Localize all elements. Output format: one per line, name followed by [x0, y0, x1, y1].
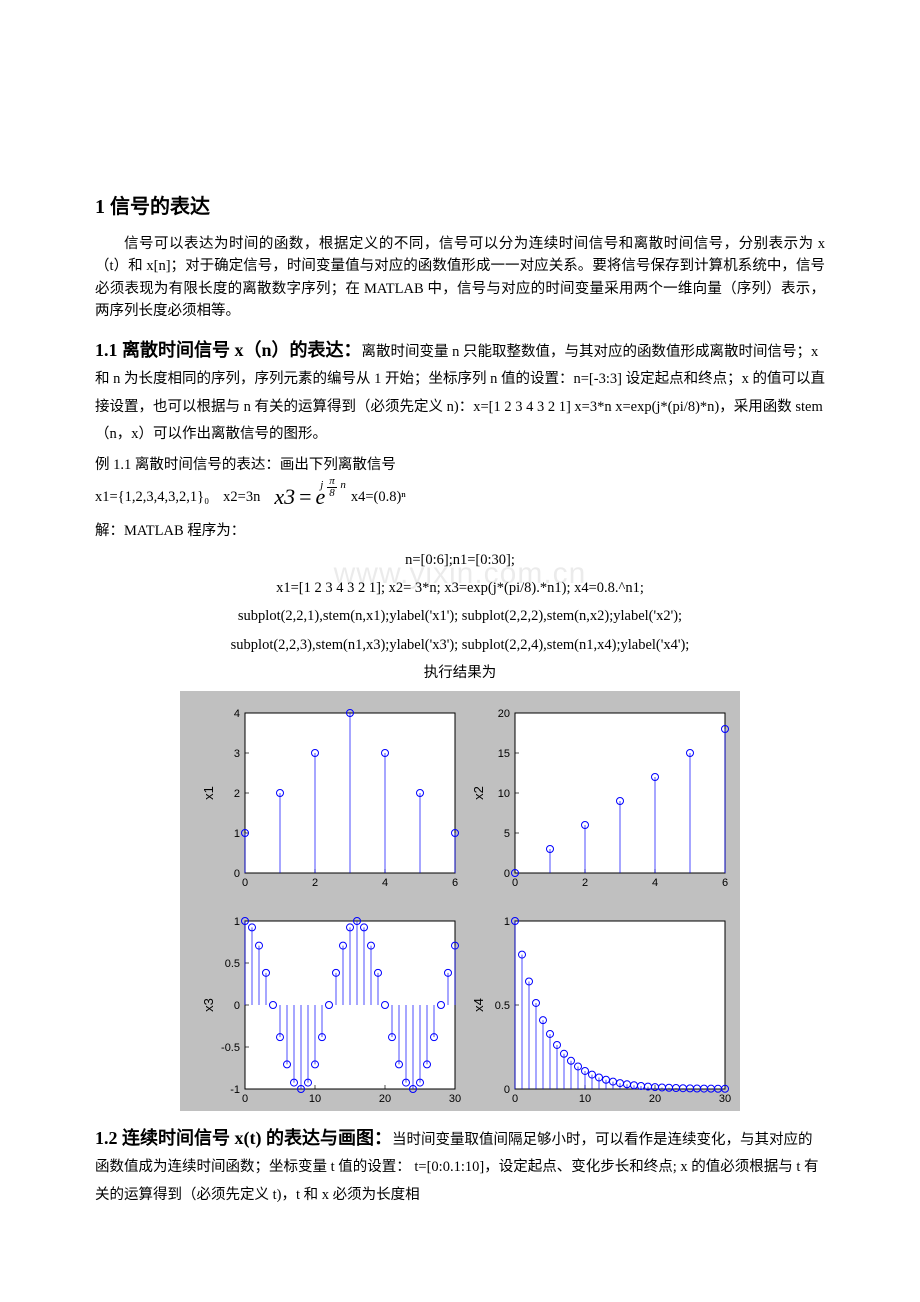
code-line-3: subplot(2,2,1),stem(n,x1);ylabel('x1'); …: [95, 605, 825, 627]
svg-text:20: 20: [498, 708, 510, 720]
paragraph-intro: 信号可以表达为时间的函数，根据定义的不同，信号可以分为连续时间信号和离散时间信号…: [95, 233, 825, 323]
svg-text:2: 2: [582, 877, 588, 889]
svg-text:0.5: 0.5: [225, 958, 240, 970]
eq-x3: x3 = e j π 8 n: [274, 484, 336, 510]
solve-label: 解：MATLAB 程序为：: [95, 520, 825, 542]
svg-text:2: 2: [312, 877, 318, 889]
example-label: 例 1.1 离散时间信号的表达：画出下列离散信号: [95, 453, 825, 474]
code-line-1: n=[0:6];n1=[0:30];: [95, 549, 825, 571]
code-line-5: 执行结果为: [95, 662, 825, 684]
svg-text:20: 20: [649, 1093, 661, 1105]
svg-text:30: 30: [449, 1093, 461, 1105]
svg-text:30: 30: [719, 1093, 731, 1105]
svg-text:0: 0: [242, 877, 248, 889]
svg-text:x3: x3: [201, 998, 216, 1012]
svg-text:2: 2: [234, 788, 240, 800]
svg-text:1: 1: [504, 916, 510, 928]
equation-line: x1={1,2,3,4,3,2,1}₀ x2=3n x3 = e j π 8 n…: [95, 484, 825, 510]
svg-text:1: 1: [234, 828, 240, 840]
svg-text:0: 0: [512, 1093, 518, 1105]
eq-x1: x1={1,2,3,4,3,2,1}₀: [95, 489, 209, 506]
svg-text:20: 20: [379, 1093, 391, 1105]
eq-x3-lhs: x3: [274, 484, 295, 510]
eq-x3-8: 8: [327, 488, 337, 499]
svg-text:4: 4: [382, 877, 388, 889]
svg-text:6: 6: [452, 877, 458, 889]
svg-text:3: 3: [234, 748, 240, 760]
svg-text:4: 4: [652, 877, 658, 889]
svg-text:0: 0: [504, 868, 510, 880]
svg-text:1: 1: [234, 916, 240, 928]
svg-text:0.5: 0.5: [495, 1000, 510, 1012]
svg-text:10: 10: [579, 1093, 591, 1105]
eq-x2: x2=3n: [223, 489, 260, 506]
heading-1: 1 信号的表达: [95, 190, 825, 219]
svg-text:10: 10: [498, 788, 510, 800]
eq-x4: x4=(0.8)ⁿ: [351, 489, 406, 506]
svg-text:x4: x4: [471, 998, 486, 1012]
svg-text:-1: -1: [230, 1084, 240, 1096]
svg-text:15: 15: [498, 748, 510, 760]
svg-text:0: 0: [504, 1084, 510, 1096]
svg-text:x2: x2: [471, 786, 486, 800]
svg-text:4: 4: [234, 708, 240, 720]
svg-text:-0.5: -0.5: [221, 1042, 240, 1054]
eq-x3-n: n: [340, 479, 346, 491]
eq-x3-pi: π: [327, 476, 337, 488]
svg-text:0: 0: [234, 1000, 240, 1012]
svg-text:0: 0: [512, 877, 518, 889]
code-line-2: x1=[1 2 3 4 3 2 1]; x2= 3*n; x3=exp(j*(p…: [95, 577, 825, 599]
svg-text:x1: x1: [201, 786, 216, 800]
svg-text:0: 0: [242, 1093, 248, 1105]
subplot-figure: 024601234x1024605101520x20102030-1-0.500…: [180, 691, 740, 1111]
eq-x3-exp: j π 8 n: [327, 476, 337, 499]
heading-1-2-lead: 1.2 连续时间信号 x(t) 的表达与画图：: [95, 1128, 392, 1148]
code-line-4: subplot(2,2,3),stem(n1,x3);ylabel('x3');…: [95, 634, 825, 656]
heading-1-1-lead: 1.1 离散时间信号 x（n）的表达：: [95, 340, 362, 360]
svg-text:6: 6: [722, 877, 728, 889]
svg-text:0: 0: [234, 868, 240, 880]
svg-text:10: 10: [309, 1093, 321, 1105]
heading-1-2: 1.2 连续时间信号 x(t) 的表达与画图：当时间变量取值间隔足够小时，可以看…: [95, 1123, 825, 1208]
heading-1-1: 1.1 离散时间信号 x（n）的表达：离散时间变量 n 只能取整数值，与其对应的…: [95, 335, 825, 447]
svg-text:5: 5: [504, 828, 510, 840]
eq-x3-j: j: [320, 479, 323, 491]
subplot-svg: 024601234x1024605101520x20102030-1-0.500…: [180, 691, 740, 1111]
